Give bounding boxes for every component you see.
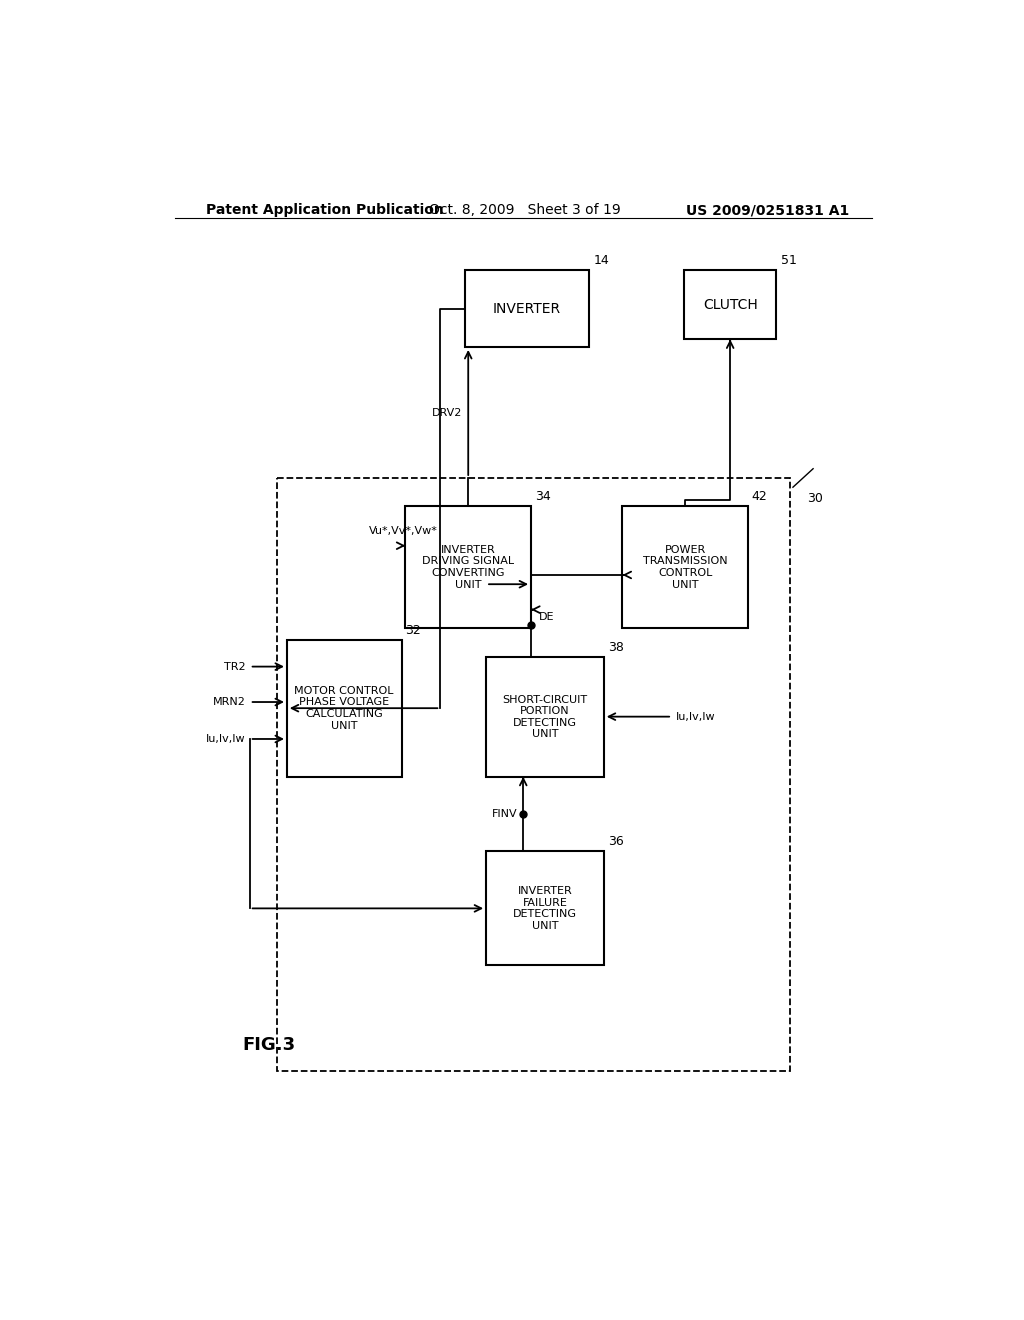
Bar [486, 657, 604, 776]
Text: MRN2: MRN2 [213, 697, 246, 708]
Text: Iu,Iv,Iw: Iu,Iv,Iw [676, 711, 716, 722]
Text: FINV: FINV [492, 809, 517, 818]
Text: Oct. 8, 2009   Sheet 3 of 19: Oct. 8, 2009 Sheet 3 of 19 [429, 203, 621, 216]
Bar [684, 271, 776, 339]
Text: FIG.3: FIG.3 [243, 1036, 296, 1055]
Text: 42: 42 [752, 490, 768, 503]
Text: POWER
TRANSMISSION
CONTROL
UNIT: POWER TRANSMISSION CONTROL UNIT [643, 545, 727, 590]
Text: MOTOR CONTROL
PHASE VOLTAGE
CALCULATING
UNIT: MOTOR CONTROL PHASE VOLTAGE CALCULATING … [295, 686, 394, 730]
Text: INVERTER: INVERTER [494, 301, 561, 315]
Text: 30: 30 [807, 492, 822, 504]
Text: DE: DE [539, 612, 554, 622]
Text: 14: 14 [594, 253, 609, 267]
Text: SHORT-CIRCUIT
PORTION
DETECTING
UNIT: SHORT-CIRCUIT PORTION DETECTING UNIT [503, 694, 588, 739]
Bar [465, 271, 589, 347]
Text: DRV2: DRV2 [432, 408, 462, 417]
Bar [287, 640, 401, 776]
Text: 36: 36 [607, 836, 624, 849]
Bar [486, 851, 604, 965]
Text: INVERTER
DRIVING SIGNAL
CONVERTING
UNIT: INVERTER DRIVING SIGNAL CONVERTING UNIT [422, 545, 514, 590]
Text: US 2009/0251831 A1: US 2009/0251831 A1 [685, 203, 849, 216]
Text: CLUTCH: CLUTCH [702, 298, 758, 312]
Text: Iu,Iv,Iw: Iu,Iv,Iw [206, 734, 246, 744]
Text: Vu*,Vv*,Vw*: Vu*,Vv*,Vw* [369, 525, 437, 536]
Text: 38: 38 [607, 642, 624, 655]
Text: 32: 32 [406, 623, 421, 636]
Text: 51: 51 [780, 253, 797, 267]
Bar [406, 507, 531, 628]
Bar [623, 507, 748, 628]
Bar [276, 478, 790, 1071]
Text: TR2: TR2 [224, 661, 246, 672]
Text: 34: 34 [535, 490, 551, 503]
Text: Patent Application Publication: Patent Application Publication [206, 203, 443, 216]
Text: INVERTER
FAILURE
DETECTING
UNIT: INVERTER FAILURE DETECTING UNIT [513, 886, 577, 931]
